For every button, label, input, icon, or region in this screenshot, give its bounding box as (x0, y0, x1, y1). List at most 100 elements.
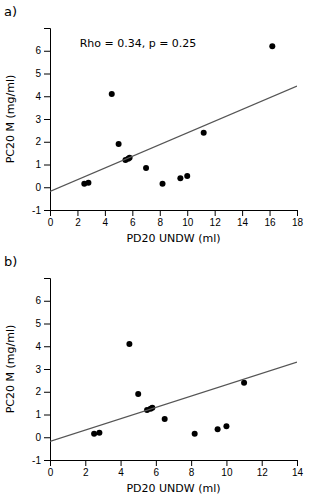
tick-mark (187, 210, 188, 216)
point (126, 341, 132, 347)
tick-label: 8 (189, 467, 195, 478)
tick: 1 (35, 159, 50, 170)
trend-line (50, 86, 297, 191)
point (184, 173, 190, 179)
tick: 14 (237, 210, 249, 228)
tick-mark (77, 210, 78, 216)
tick-label: 14 (292, 467, 304, 478)
tick-label: 8 (157, 217, 163, 228)
tick: 6 (154, 460, 160, 478)
tick-mark (44, 165, 50, 166)
plot-area (50, 43, 297, 191)
tick-label: -1 (32, 455, 41, 466)
tick-mark (226, 460, 227, 466)
tick-mark (44, 119, 50, 120)
tick: 0 (48, 210, 54, 228)
tick-label: 12 (210, 217, 222, 228)
plot-area (50, 341, 297, 441)
axis-line (44, 279, 51, 461)
tick: 6 (35, 45, 50, 56)
point (160, 181, 166, 187)
tick-mark (191, 460, 192, 466)
tick-label: 4 (118, 467, 124, 478)
tick: 5 (35, 68, 50, 79)
tick-label: 0 (35, 432, 41, 443)
point (223, 423, 229, 429)
tick: 2 (35, 136, 50, 147)
tick-label: -1 (32, 205, 41, 216)
x-axis: 024681012141618 (48, 210, 304, 228)
tick-mark (156, 460, 157, 466)
tick-mark (44, 346, 50, 347)
tick-label: 3 (35, 364, 41, 375)
tick: 6 (130, 210, 136, 228)
tick-label: 0 (48, 217, 54, 228)
tick-mark (262, 460, 263, 466)
tick-mark (121, 460, 122, 466)
tick: 18 (292, 210, 304, 228)
tick-mark (44, 369, 50, 370)
tick: 4 (35, 91, 50, 102)
point (109, 91, 115, 97)
tick-mark (44, 415, 50, 416)
panel-label: a) (4, 4, 17, 19)
tick-mark (44, 437, 50, 438)
tick-label: 6 (130, 217, 136, 228)
tick: 4 (118, 460, 124, 478)
point (85, 180, 91, 186)
tick: 2 (75, 210, 81, 228)
panel: 024681012141618-10123456PD20 UNDW (ml)PC… (4, 4, 303, 245)
tick-mark (44, 96, 50, 97)
tick-mark (297, 210, 298, 216)
point (269, 43, 275, 49)
tick-label: 0 (48, 467, 54, 478)
y-axis: -1 0 1 2 3 4 5 6 (32, 29, 50, 216)
y-axis-title: PC20 M (mg/ml) (4, 325, 17, 414)
tick: 8 (157, 210, 163, 228)
tick: 4 (103, 210, 109, 228)
tick-mark (85, 460, 86, 466)
tick-mark (105, 210, 106, 216)
tick: 10 (221, 460, 233, 478)
tick: 0 (48, 460, 54, 478)
tick-mark (132, 210, 133, 216)
trend-line (50, 362, 297, 441)
tick: 0 (35, 432, 50, 443)
tick-mark (44, 210, 50, 211)
annotation: Rho = 0.34, p = 0.25 (80, 37, 197, 50)
point (135, 391, 141, 397)
tick-label: 6 (35, 45, 41, 56)
axis-line (51, 211, 298, 217)
tick-mark (270, 210, 271, 216)
x-axis: 02468101214 (48, 460, 304, 478)
tick-mark (160, 210, 161, 216)
tick-label: 6 (35, 295, 41, 306)
tick: 10 (182, 210, 194, 228)
tick-label: 2 (35, 386, 41, 397)
tick-label: 1 (35, 409, 41, 420)
point (201, 130, 207, 136)
tick-label: 4 (35, 341, 41, 352)
tick-mark (44, 187, 50, 188)
tick: 8 (189, 460, 195, 478)
tick-label: 5 (35, 68, 41, 79)
tick-label: 14 (237, 217, 249, 228)
tick-label: 2 (75, 217, 81, 228)
y-axis-title: PC20 M (mg/ml) (4, 75, 17, 164)
tick: 3 (35, 114, 50, 125)
tick: 12 (210, 210, 222, 228)
point (215, 426, 221, 432)
point (143, 165, 149, 171)
point (116, 141, 122, 147)
point (91, 431, 97, 437)
tick: 5 (35, 318, 50, 329)
tick: 0 (35, 182, 50, 193)
tick-label: 18 (292, 217, 304, 228)
tick: 1 (35, 409, 50, 420)
panel: 02468101214-10123456PD20 UNDW (ml)PC20 M… (4, 254, 303, 495)
tick: 12 (257, 460, 269, 478)
tick-label: 6 (154, 467, 160, 478)
x-axis-title: PD20 UNDW (ml) (126, 232, 220, 245)
tick: -1 (32, 205, 50, 216)
tick-label: 0 (35, 182, 41, 193)
